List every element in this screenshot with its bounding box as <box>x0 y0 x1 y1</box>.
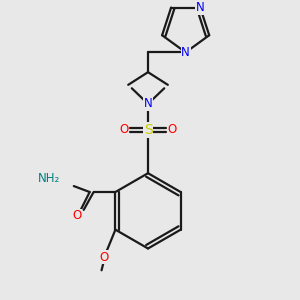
Text: S: S <box>144 123 152 137</box>
Text: NH₂: NH₂ <box>38 172 60 185</box>
Text: N: N <box>196 1 205 14</box>
Text: O: O <box>167 123 176 136</box>
Text: O: O <box>99 251 108 264</box>
Text: N: N <box>181 46 190 59</box>
Text: O: O <box>120 123 129 136</box>
Text: N: N <box>144 98 152 110</box>
Text: O: O <box>72 209 81 222</box>
